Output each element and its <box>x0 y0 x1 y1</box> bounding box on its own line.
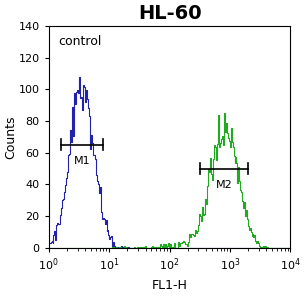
Y-axis label: Counts: Counts <box>4 115 17 159</box>
Title: HL-60: HL-60 <box>138 4 201 23</box>
Text: control: control <box>58 35 102 48</box>
X-axis label: FL1-H: FL1-H <box>152 279 188 292</box>
Text: M1: M1 <box>74 156 91 166</box>
Text: M2: M2 <box>216 180 232 190</box>
